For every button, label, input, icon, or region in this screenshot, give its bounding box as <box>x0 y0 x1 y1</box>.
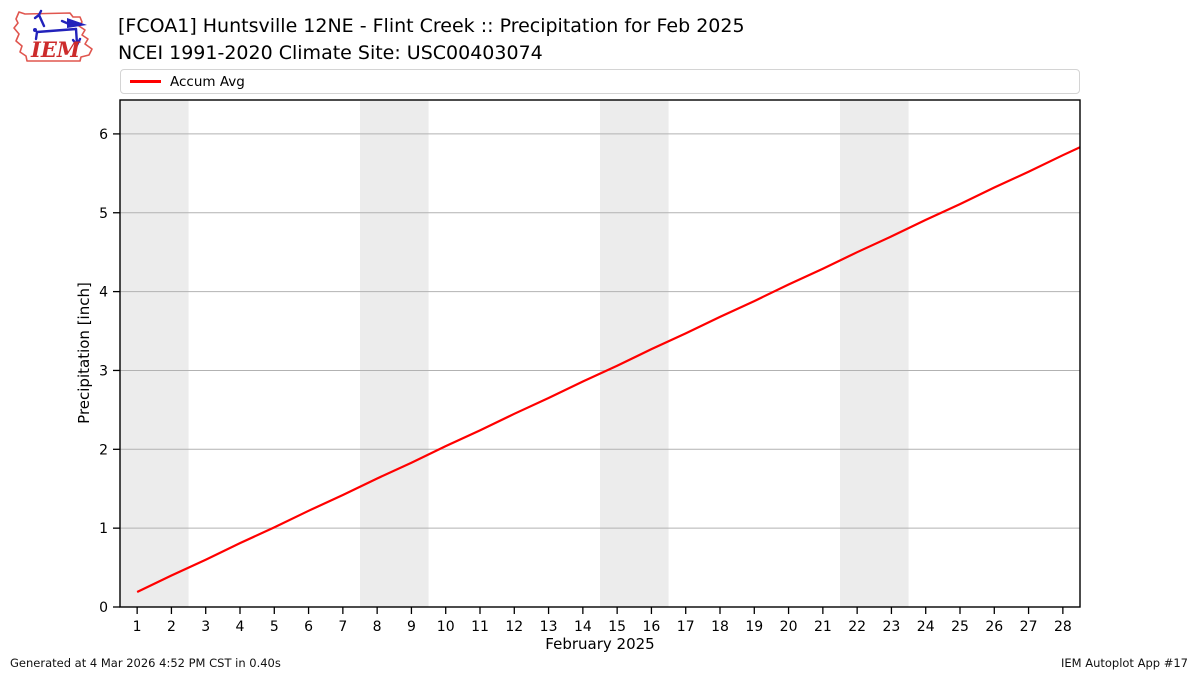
x-tick-label: 28 <box>1054 619 1072 635</box>
x-tick-label: 13 <box>540 619 558 635</box>
legend: Accum Avg <box>120 69 1080 94</box>
station-dot <box>33 28 37 32</box>
x-tick-label: 20 <box>780 619 798 635</box>
x-tick-label: 1 <box>133 619 142 635</box>
x-tick-label: 25 <box>951 619 969 635</box>
accum-avg-line <box>136 146 1081 594</box>
y-axis-label: Precipitation [inch] <box>75 282 93 424</box>
x-tick-label: 24 <box>917 619 935 635</box>
x-tick-label: 27 <box>1020 619 1038 635</box>
x-axis-label: February 2025 <box>545 635 655 653</box>
y-tick-label: 1 <box>99 521 108 537</box>
legend-label: Accum Avg <box>170 73 245 90</box>
y-tick-label: 6 <box>99 127 108 143</box>
x-tick-label: 26 <box>985 619 1003 635</box>
weather-station-icon <box>33 9 82 48</box>
plot-border <box>119 99 1081 608</box>
x-tick-label: 14 <box>574 619 592 635</box>
title-block: [FCOA1] Huntsville 12NE - Flint Creek ::… <box>118 13 745 67</box>
x-tick-label: 6 <box>304 619 313 635</box>
weekend-band <box>600 100 669 607</box>
y-tick-label: 2 <box>99 442 108 458</box>
x-tick-label: 8 <box>373 619 382 635</box>
x-tick-label: 7 <box>338 619 347 635</box>
x-tick-label: 10 <box>437 619 455 635</box>
x-tick-label: 15 <box>608 619 626 635</box>
x-tick-label: 3 <box>201 619 210 635</box>
chart-title: [FCOA1] Huntsville 12NE - Flint Creek ::… <box>118 15 745 37</box>
x-tick-label: 9 <box>407 619 416 635</box>
weekend-band <box>840 100 909 607</box>
iem-logo-text: IEM <box>30 37 81 62</box>
y-tick-label: 3 <box>99 363 108 379</box>
generated-at-text: Generated at 4 Mar 2026 4:52 PM CST in 0… <box>10 656 281 670</box>
x-tick-label: 12 <box>505 619 523 635</box>
x-tick-label: 5 <box>270 619 279 635</box>
x-tick-label: 22 <box>848 619 866 635</box>
x-tick-label: 21 <box>814 619 832 635</box>
x-tick-label: 19 <box>745 619 763 635</box>
x-tick-label: 2 <box>167 619 176 635</box>
iowa-outline-shape <box>13 11 93 62</box>
x-tick-label: 18 <box>711 619 729 635</box>
x-tick-label: 11 <box>471 619 489 635</box>
y-tick-label: 4 <box>99 285 108 301</box>
accum-avg-line-swatch <box>130 80 161 83</box>
y-tick-label: 5 <box>99 206 108 222</box>
chart-subtitle: NCEI 1991-2020 Climate Site: USC00403074 <box>118 42 543 64</box>
x-tick-label: 17 <box>677 619 695 635</box>
iem-logo-graphic: IEM <box>13 9 93 62</box>
y-tick-label: 0 <box>99 600 108 616</box>
weekend-band <box>360 100 429 607</box>
weekend-band <box>120 100 189 607</box>
iem-logo: IEM <box>10 6 112 66</box>
x-tick-label: 4 <box>236 619 245 635</box>
wind-vane-icon <box>67 18 87 28</box>
app-credit-text: IEM Autoplot App #17 <box>1060 656 1188 670</box>
x-tick-label: 16 <box>643 619 661 635</box>
x-tick-label: 23 <box>883 619 901 635</box>
